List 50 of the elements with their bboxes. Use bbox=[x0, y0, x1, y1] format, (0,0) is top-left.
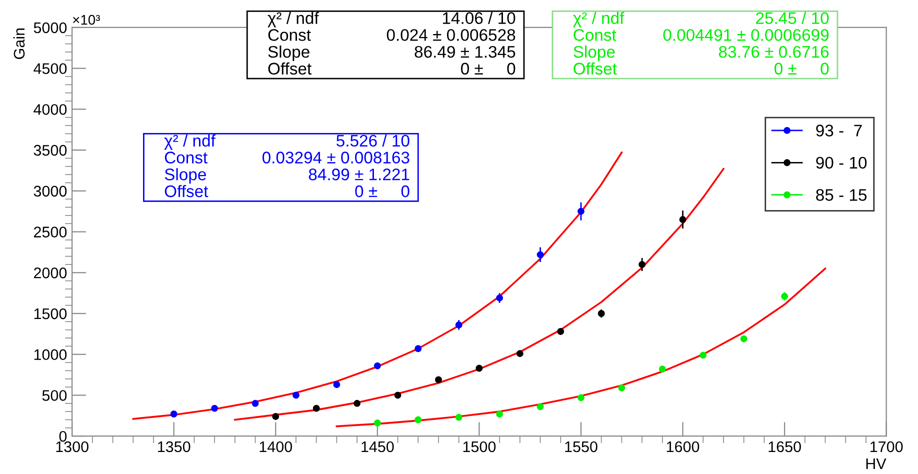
annotation: Const bbox=[268, 29, 311, 41]
y-tick-label: 1000 bbox=[34, 349, 67, 360]
annotation: 83.76 ± 0.6716 bbox=[718, 46, 829, 58]
annotation: 86.49 ± 1.345 bbox=[414, 46, 516, 58]
y-tick-label: 0 bbox=[59, 430, 67, 442]
legend-label: 90 - 10 bbox=[816, 156, 867, 169]
annotation: 0.004491 ± 0.0006699 bbox=[663, 29, 829, 41]
annotation: Slope bbox=[164, 168, 206, 184]
x-axis-title: HV bbox=[866, 458, 886, 470]
annotation: Offset bbox=[164, 184, 208, 198]
annotation: Slope bbox=[574, 46, 615, 62]
x-tick-label: 1550 bbox=[565, 441, 598, 452]
annotation: 0 ± 0 bbox=[461, 62, 516, 75]
y-tick-label: 1500 bbox=[34, 308, 67, 320]
annotation: 0.03294 ± 0.008163 bbox=[262, 152, 410, 164]
x-tick-label: 1700 bbox=[870, 441, 903, 452]
y-tick-label: 3000 bbox=[34, 186, 67, 197]
annotation: Offset bbox=[574, 62, 617, 75]
x-tick-label: 1600 bbox=[666, 441, 700, 452]
x-tick-label: 1450 bbox=[362, 441, 394, 452]
text: ×10³ bbox=[73, 14, 100, 25]
text: 14.06 / 10 bbox=[442, 12, 516, 24]
annotation: Offset bbox=[268, 62, 312, 75]
x-tick-label: 1300 bbox=[56, 441, 88, 452]
y-tick-label: 2500 bbox=[34, 226, 67, 238]
y-tick-label: 5000 bbox=[34, 22, 67, 34]
y-tick-label: 2000 bbox=[34, 268, 67, 278]
annotation: 84.99 ± 1.221 bbox=[308, 168, 410, 180]
x-tick-label: 1350 bbox=[158, 441, 190, 452]
legend-label: 93 - 7 bbox=[816, 124, 862, 136]
y-axis-title: Gain bbox=[13, 28, 25, 59]
annotation: Const bbox=[574, 29, 616, 41]
y-tick-label: 4000 bbox=[34, 104, 67, 115]
y-tick-label: 4500 bbox=[34, 63, 67, 74]
x-tick-label: 1500 bbox=[463, 441, 496, 452]
annotation: Const bbox=[164, 152, 208, 164]
x-tick-label: 1400 bbox=[260, 441, 292, 452]
annotation: Slope bbox=[268, 46, 310, 62]
annotation: 0 ± 0 bbox=[774, 62, 829, 75]
legend-label: 85 - 15 bbox=[816, 189, 867, 201]
text: 25.45 / 10 bbox=[756, 12, 829, 24]
text: χ² / ndf bbox=[573, 12, 624, 28]
text: χ² / ndf bbox=[268, 12, 319, 28]
y-tick-label: 3500 bbox=[34, 144, 67, 156]
x-tick-label: 1650 bbox=[768, 441, 801, 452]
annotation: 0.024 ± 0.006528 bbox=[386, 29, 516, 41]
annotation: 0 ± 0 bbox=[355, 185, 410, 198]
annotation: χ² / ndf bbox=[164, 134, 216, 150]
y-tick-label: 500 bbox=[42, 390, 67, 401]
annotation: 5.526 / 10 bbox=[336, 134, 410, 147]
